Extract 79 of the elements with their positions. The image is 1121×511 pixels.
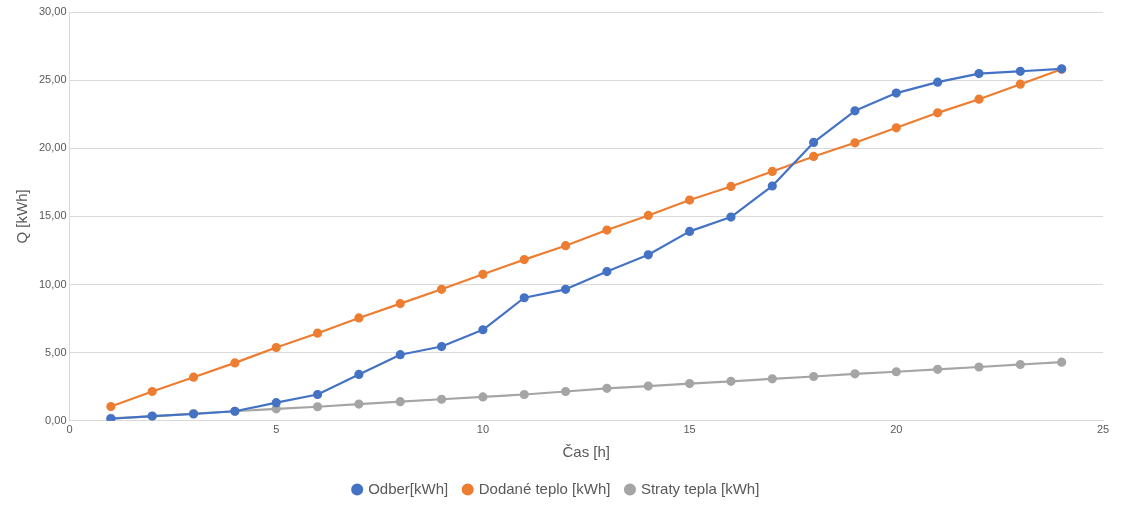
point [602,225,612,235]
point [436,341,447,352]
point [312,389,323,400]
point [850,106,860,116]
point [188,372,199,382]
point [1015,66,1025,76]
legend-label: Dodané teplo [kWh] [478,479,611,497]
point [891,123,901,133]
point [974,94,984,104]
point [850,369,860,379]
point [933,77,943,87]
point [560,386,571,397]
point [809,151,819,162]
y-tick-label: 15,00 [39,209,67,222]
legend-label: Odber[kWh] [368,479,449,497]
y-tick-label: 30,00 [39,5,67,18]
y-tick-label: 5,00 [45,345,67,358]
point [395,397,405,407]
point [271,398,281,408]
point [230,358,240,368]
point [395,350,405,360]
point [933,108,943,118]
point [354,369,364,380]
point [850,138,860,148]
point [974,68,984,79]
point [312,402,323,412]
point [809,371,819,382]
y-axis-title: Q [kWh] [13,189,31,244]
point [933,364,943,374]
point [271,342,281,353]
point [809,137,819,148]
point [560,241,571,251]
point [436,284,447,294]
point [891,88,901,98]
y-tick-label: 0,00 [45,413,67,426]
point [478,269,488,279]
point [685,195,695,205]
x-tick-label: 5 [273,423,280,436]
point [478,392,488,402]
x-tick-label: 0 [66,423,73,436]
point [726,181,736,192]
point [726,376,736,386]
point [354,313,364,323]
point [436,394,447,404]
point [767,374,777,384]
point [643,210,653,221]
point [519,389,529,400]
y-tick-label: 20,00 [39,141,67,154]
point [354,399,364,409]
point [1057,357,1067,367]
point [974,362,984,372]
point [395,299,405,309]
x-tick-label: 20 [890,423,903,436]
point [312,328,323,338]
point [1015,359,1025,370]
point [685,226,695,236]
x-tick-label: 25 [1096,423,1110,436]
x-tick-label: 10 [476,423,490,436]
y-tick-label: 25,00 [39,73,67,86]
point [602,266,612,277]
point [643,381,653,391]
point [891,367,901,377]
point [560,284,571,294]
point [147,386,157,397]
point [643,250,653,260]
point [767,181,777,191]
point [726,212,736,222]
point [478,325,488,335]
point [519,293,529,303]
point [602,383,612,393]
point [106,401,116,412]
point [519,255,529,265]
legend-label: Straty tepla [kWh] [640,479,760,497]
x-tick-label: 15 [683,423,696,436]
point [685,379,695,389]
point [767,166,777,177]
point [1015,79,1025,89]
x-axis-title: Čas [h] [562,443,611,461]
y-tick-label: 10,00 [39,277,67,290]
